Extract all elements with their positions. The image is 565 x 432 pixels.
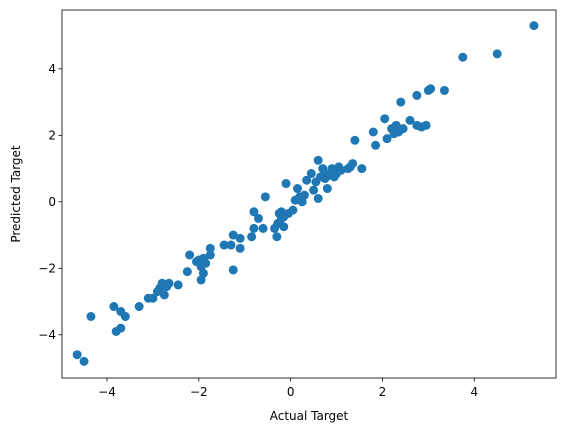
data-point bbox=[306, 169, 316, 179]
plot-frame bbox=[61, 9, 557, 379]
data-point bbox=[134, 302, 144, 312]
data-point bbox=[288, 205, 298, 215]
data-point bbox=[254, 213, 263, 223]
y-tick-label: 4 bbox=[48, 62, 56, 76]
data-point bbox=[348, 159, 358, 169]
data-point bbox=[336, 165, 346, 175]
data-point bbox=[309, 185, 319, 195]
y-tick-label: −4 bbox=[38, 328, 56, 342]
x-tick-label: 4 bbox=[470, 385, 478, 399]
data-point bbox=[228, 230, 238, 240]
data-point bbox=[235, 233, 245, 243]
data-point bbox=[79, 356, 89, 366]
data-point bbox=[86, 312, 96, 321]
data-point bbox=[492, 49, 502, 59]
data-point bbox=[439, 85, 449, 95]
data-point bbox=[458, 52, 468, 62]
x-axis-label: Actual Target bbox=[270, 409, 349, 423]
x-tick-label: 2 bbox=[379, 385, 387, 399]
points-layer bbox=[72, 21, 539, 366]
data-point bbox=[350, 135, 360, 145]
x-axis-ticks: −4 −2 0 2 4 bbox=[98, 378, 478, 399]
y-tick-label: −2 bbox=[38, 261, 56, 275]
data-point bbox=[279, 222, 289, 232]
data-point bbox=[226, 240, 236, 250]
data-point bbox=[109, 302, 119, 312]
data-point bbox=[529, 21, 539, 31]
data-point bbox=[120, 312, 130, 321]
x-tick-label: −2 bbox=[190, 385, 208, 399]
data-point bbox=[159, 290, 169, 300]
data-point bbox=[412, 90, 422, 100]
data-point bbox=[228, 265, 238, 275]
data-point bbox=[173, 280, 183, 290]
data-point bbox=[313, 155, 323, 165]
data-point bbox=[260, 192, 270, 202]
data-point bbox=[371, 140, 381, 150]
data-point bbox=[201, 258, 211, 268]
data-point bbox=[293, 184, 303, 194]
data-point bbox=[313, 193, 323, 203]
data-point bbox=[249, 223, 259, 233]
data-point bbox=[116, 323, 126, 333]
y-tick-label: 2 bbox=[48, 128, 56, 142]
data-point bbox=[72, 350, 82, 360]
data-point bbox=[396, 97, 406, 107]
y-axis-ticks: −4 −2 0 2 4 bbox=[38, 62, 62, 342]
data-point bbox=[322, 184, 332, 194]
data-point bbox=[249, 207, 259, 217]
data-point bbox=[205, 243, 215, 253]
y-tick-label: 0 bbox=[48, 195, 56, 209]
data-point bbox=[258, 223, 268, 233]
data-point bbox=[272, 232, 282, 242]
data-point bbox=[219, 240, 229, 250]
data-point bbox=[182, 267, 192, 277]
x-tick-label: −4 bbox=[98, 385, 116, 399]
data-point bbox=[382, 134, 392, 144]
data-point bbox=[185, 250, 195, 260]
data-point bbox=[302, 175, 312, 185]
data-point bbox=[368, 127, 378, 137]
y-axis-label: Predicted Target bbox=[9, 145, 23, 243]
data-point bbox=[148, 293, 158, 303]
data-point bbox=[164, 278, 174, 288]
data-point bbox=[357, 164, 367, 174]
data-point bbox=[247, 232, 257, 242]
data-point bbox=[299, 190, 309, 200]
data-point bbox=[421, 120, 431, 130]
data-point bbox=[281, 179, 291, 189]
data-point bbox=[426, 84, 436, 94]
data-point bbox=[380, 114, 390, 124]
x-tick-label: 0 bbox=[287, 385, 295, 399]
data-point bbox=[405, 115, 415, 125]
data-point bbox=[398, 124, 408, 134]
data-point bbox=[205, 250, 215, 260]
data-point bbox=[198, 268, 208, 278]
data-point bbox=[235, 243, 245, 253]
